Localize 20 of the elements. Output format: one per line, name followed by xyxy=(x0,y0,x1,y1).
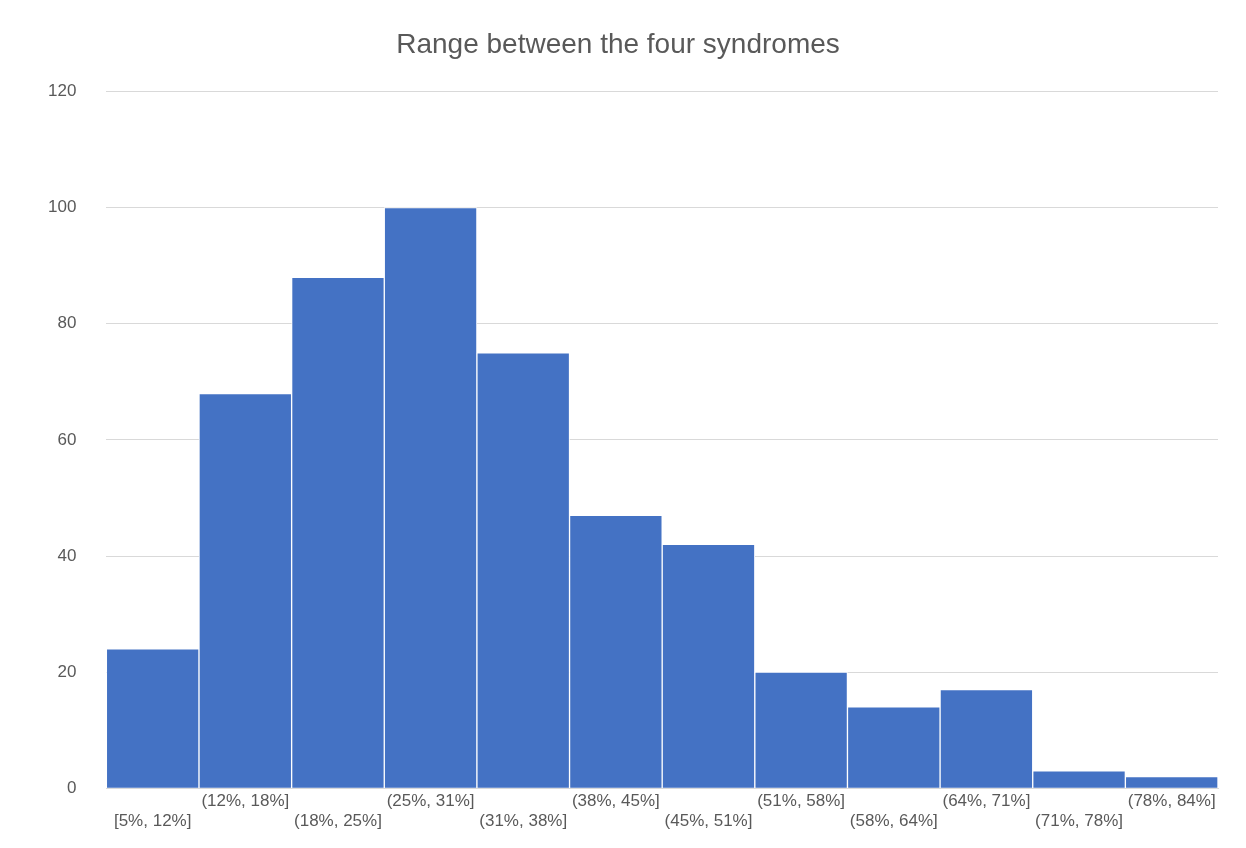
y-tick-label: 80 xyxy=(57,313,77,333)
x-tick-label: (25%, 31%] xyxy=(386,791,475,811)
x-tick-label: (71%, 78%] xyxy=(1035,811,1123,831)
x-tick-label: (12%, 18%] xyxy=(201,791,290,811)
x-tick-label: [5%, 12%] xyxy=(113,811,192,831)
y-tick-label: 20 xyxy=(57,661,77,681)
x-tick-label: (45%, 51%] xyxy=(664,811,753,831)
y-tick-label: 0 xyxy=(66,777,77,797)
x-tick-label: (51%, 58%] xyxy=(757,791,846,811)
x-tick-label: (58%, 64%] xyxy=(849,811,938,831)
y-tick-label: 40 xyxy=(57,545,77,565)
x-tick-label: (31%, 38%] xyxy=(479,811,568,831)
x-tick-label: (38%, 45%] xyxy=(571,791,660,811)
chart-title: Range between the four syndromes xyxy=(396,27,840,59)
x-tick-label: (64%, 71%] xyxy=(942,791,1031,811)
y-tick-label: 120 xyxy=(47,81,77,101)
y-tick-label: 100 xyxy=(47,197,77,217)
y-tick-label: 60 xyxy=(57,429,77,449)
x-tick-label: (18%, 25%] xyxy=(294,811,382,831)
x-tick-label: (78%, 84%] xyxy=(1127,791,1216,811)
